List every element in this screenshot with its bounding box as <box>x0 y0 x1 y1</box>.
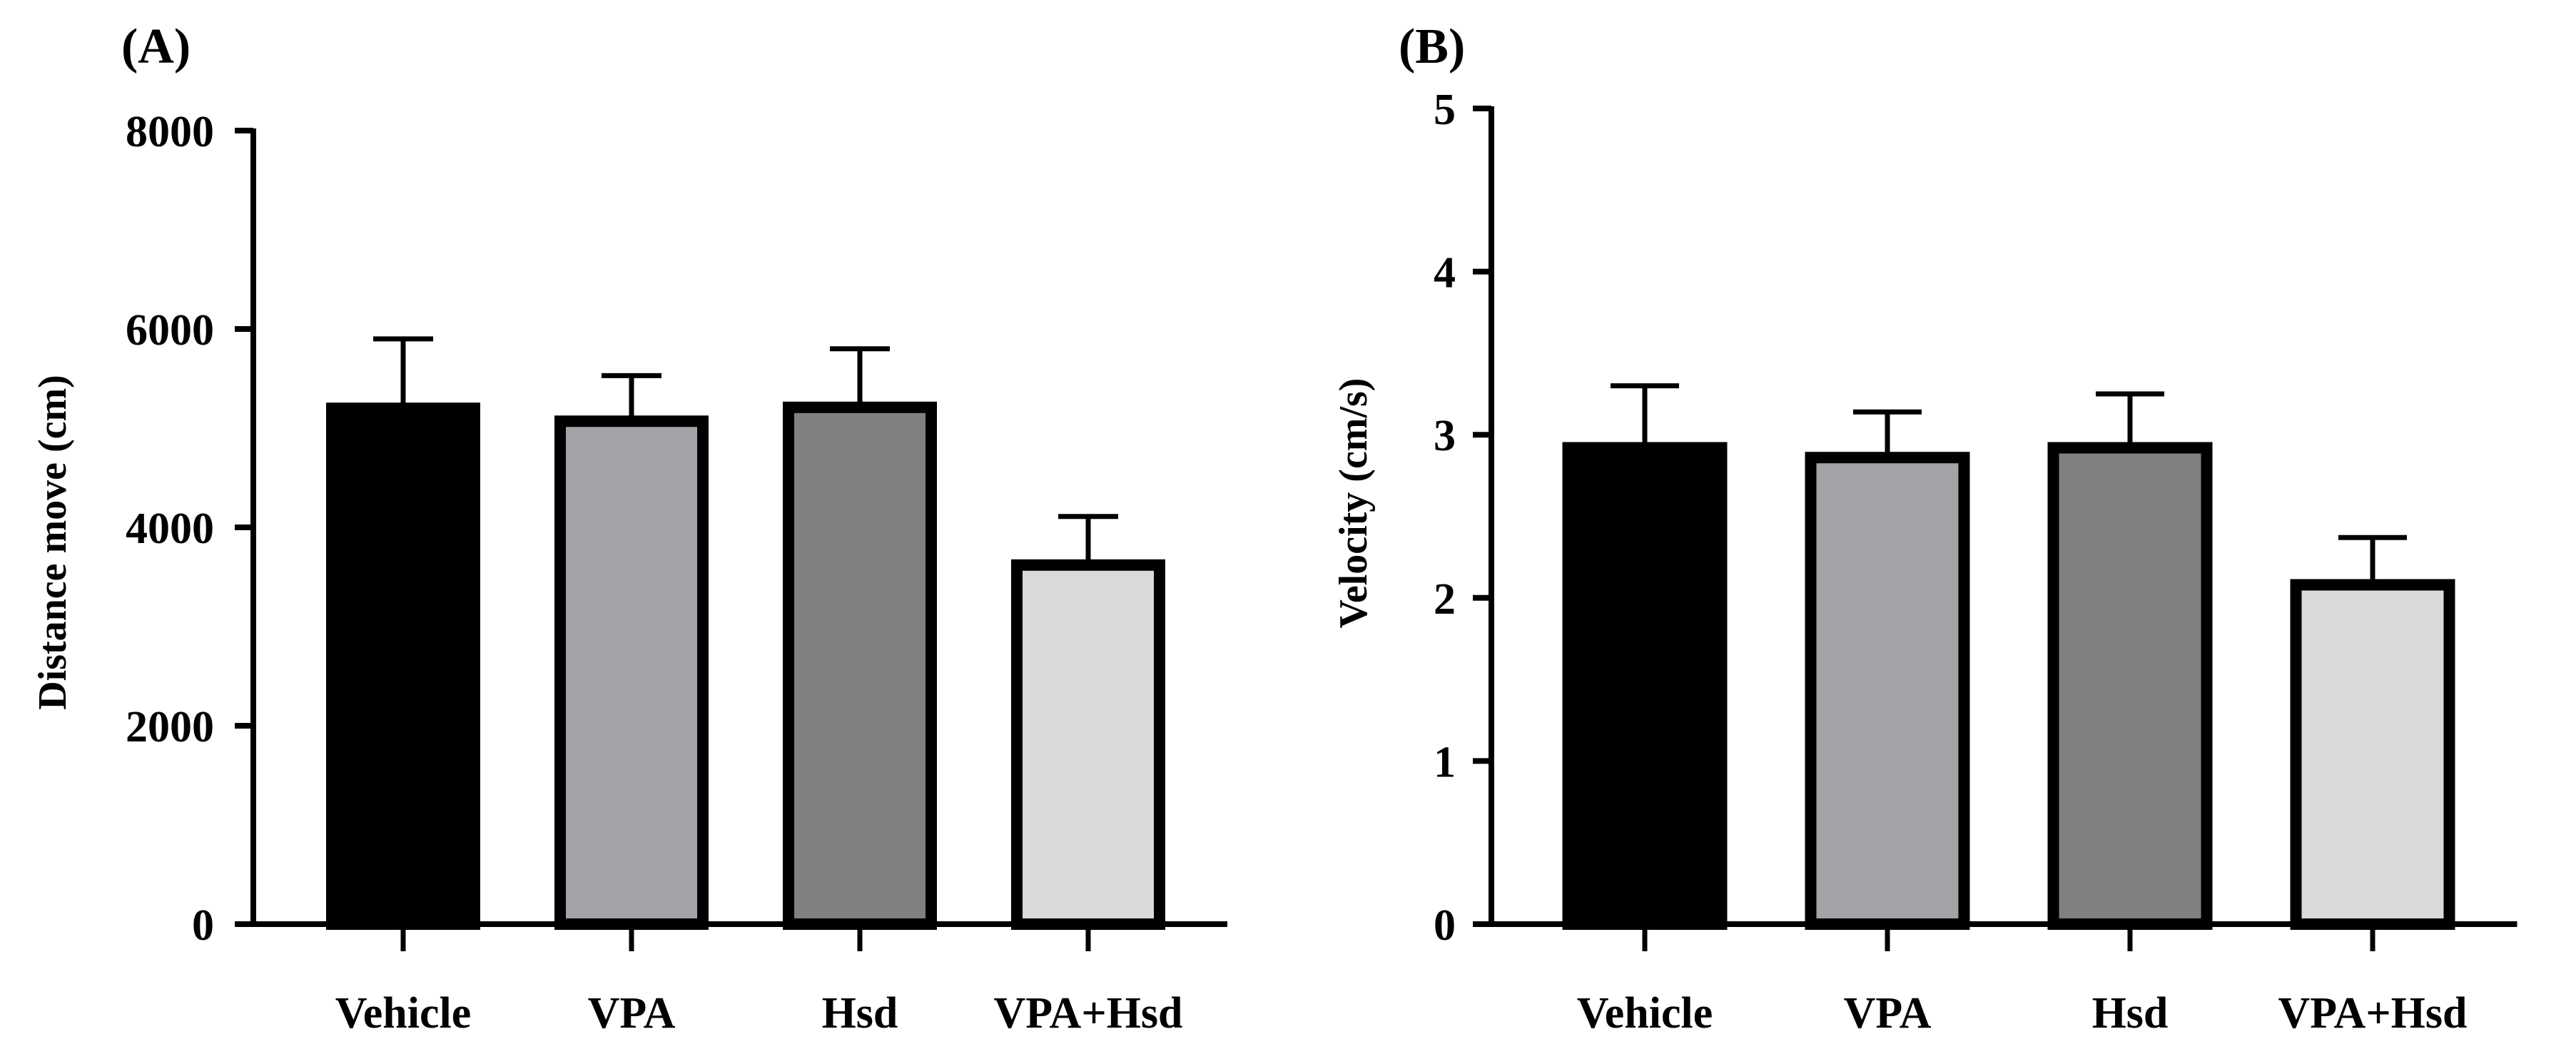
panel-b-category-label: VPA <box>1844 989 1932 1038</box>
panel-a-bar-vehicle <box>326 402 480 930</box>
panel-a-category-label: VPA <box>588 989 676 1038</box>
panel-a-category-label: VPA+Hsd <box>994 989 1183 1038</box>
panel-b-category-label: Vehicle <box>1577 989 1713 1038</box>
panel-b-bar-vpa <box>1805 452 1970 930</box>
panel-b-marks: 0 1 2 3 4 5 Vehicle VPA Hsd VPA+Hsd <box>1434 86 2517 1038</box>
panel-a-y-axis-title: Distance move (cm) <box>31 375 75 710</box>
panel-a-category-label: Hsd <box>822 989 898 1038</box>
panel-a-marks: 0 2000 4000 6000 8000 Vehicle VPA Hsd VPA+Hsd <box>126 108 1227 1038</box>
panel-b-y-tick-label: 0 <box>1434 901 1456 950</box>
panel-b-y-tick-label: 4 <box>1434 249 1456 298</box>
panel-b-label: (B) <box>1399 19 1465 74</box>
chart-panel-a: (A) Distance move (cm) 0 2000 4000 6000 8000… <box>31 19 1227 1038</box>
panel-b-bar-vpa-hsd <box>2290 579 2455 931</box>
panel-b-y-tick-label: 5 <box>1434 86 1456 134</box>
panel-a-y-tick-label: 4000 <box>126 505 214 553</box>
panel-a-bar-vpa-hsd <box>1011 559 1165 930</box>
panel-a-bar-vpa <box>554 415 709 930</box>
panel-b-category-label: Hsd <box>2092 989 2169 1038</box>
panel-a-bar-hsd <box>783 401 937 930</box>
panel-a-y-tick-label: 0 <box>192 901 214 950</box>
panel-a-y-tick-label: 8000 <box>126 108 214 156</box>
panel-b-y-tick-label: 2 <box>1434 575 1456 624</box>
panel-a-label: (A) <box>121 19 191 74</box>
panel-b-y-tick-label: 1 <box>1434 738 1456 786</box>
panel-b-y-axis-title: Velocity (cm/s) <box>1332 378 1376 629</box>
chart-panel-b: (B) Velocity (cm/s) 0 1 2 3 4 5 Vehicle VPA Hsd V… <box>1332 19 2517 1038</box>
panel-a-category-label: Vehicle <box>335 989 472 1038</box>
panel-b-bar-hsd <box>2047 442 2213 930</box>
panel-a-y-tick-label: 6000 <box>126 306 214 355</box>
panel-b-category-label: VPA+Hsd <box>2278 989 2468 1038</box>
panel-a-y-tick-label: 2000 <box>126 703 214 751</box>
panel-b-bar-vehicle <box>1562 442 1728 930</box>
panel-b-y-tick-label: 3 <box>1434 412 1456 460</box>
